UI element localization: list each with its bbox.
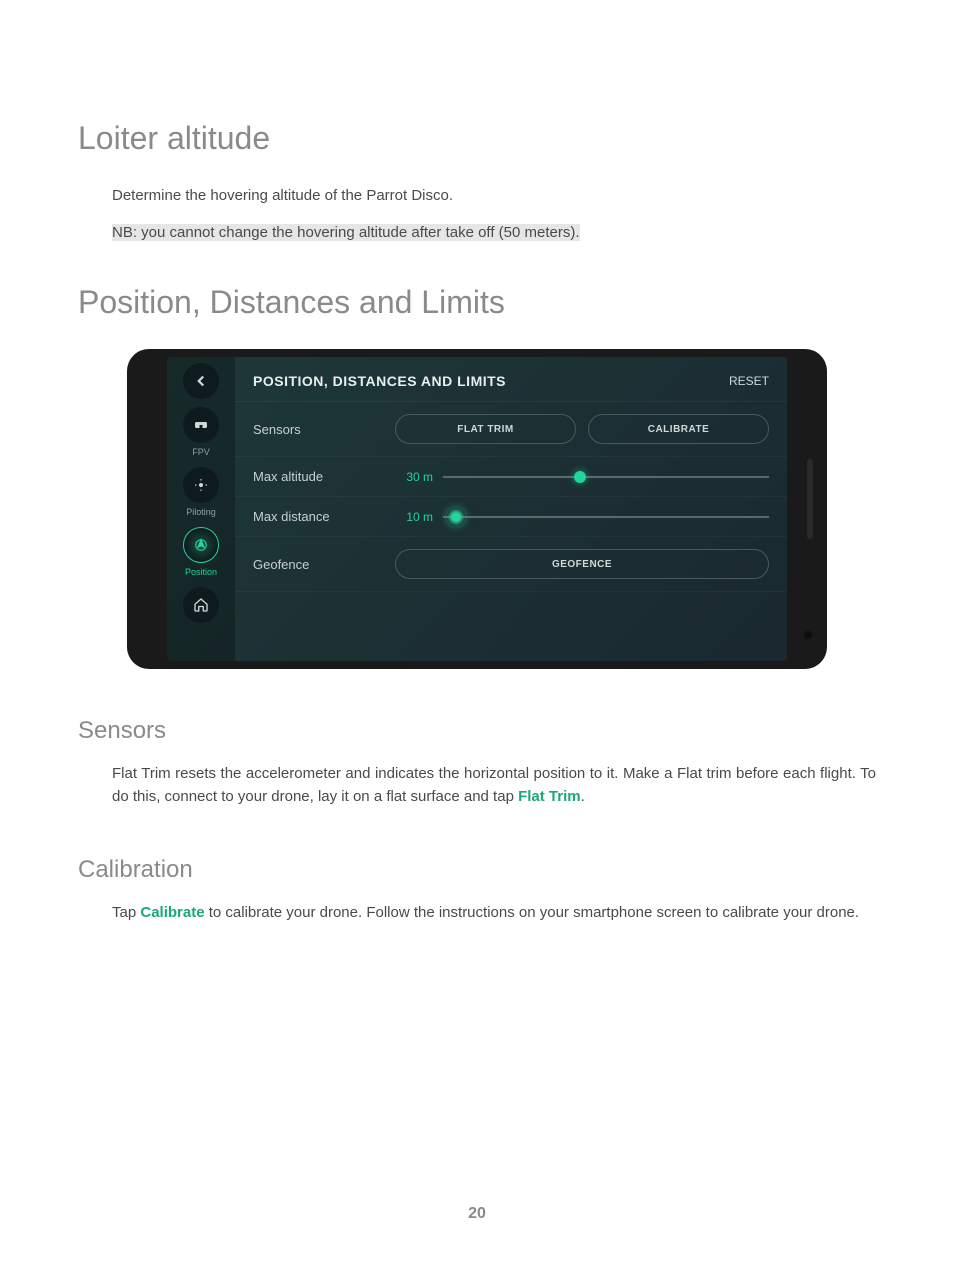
panel-header: POSITION, DISTANCES AND LIMITS RESET [235, 357, 787, 402]
calib-p1c: to calibrate your drone. Follow the inst… [205, 904, 860, 921]
phone-mockup: FPV Piloting Position POSITION, DISTANCE… [127, 349, 827, 669]
slider-thumb[interactable] [447, 508, 465, 526]
piloting-icon [192, 476, 210, 494]
loiter-p1: Determine the hovering altitude of the P… [112, 185, 876, 208]
geofence-label: Geofence [253, 557, 383, 572]
app-screen: FPV Piloting Position POSITION, DISTANCE… [167, 357, 787, 661]
sensors-p1c: . [581, 788, 585, 805]
flat-trim-ref: Flat Trim [518, 788, 581, 805]
max-altitude-label: Max altitude [253, 469, 383, 484]
page-number: 20 [78, 1205, 876, 1223]
reset-button[interactable]: RESET [729, 374, 769, 388]
calib-p1a: Tap [112, 904, 140, 921]
sensors-p1a: Flat Trim resets the accelerometer and i… [112, 765, 876, 805]
sensors-p1: Flat Trim resets the accelerometer and i… [112, 763, 876, 808]
slider-thumb[interactable] [574, 471, 586, 483]
nb-prefix: NB: [112, 224, 137, 241]
max-distance-value: 10 m [395, 510, 433, 524]
row-max-altitude: Max altitude 30 m [235, 457, 787, 497]
geofence-button[interactable]: GEOFENCE [395, 549, 769, 579]
max-distance-slider[interactable]: 10 m [395, 510, 769, 524]
loiter-p2: NB: you cannot change the hovering altit… [112, 222, 876, 245]
panel-title: POSITION, DISTANCES AND LIMITS [253, 373, 729, 389]
nav-home[interactable] [183, 587, 219, 623]
nav-position[interactable] [183, 527, 219, 563]
row-sensors-label: Sensors [253, 422, 383, 437]
calibrate-button[interactable]: CALIBRATE [588, 414, 769, 444]
nav-piloting-label: Piloting [186, 507, 216, 517]
main-panel: POSITION, DISTANCES AND LIMITS RESET Sen… [235, 357, 787, 661]
calibration-p1: Tap Calibrate to calibrate your drone. F… [112, 902, 876, 925]
nb-rest: you cannot change the hovering altitude … [137, 224, 580, 241]
position-icon [192, 536, 210, 554]
phone-camera [804, 631, 812, 639]
fpv-goggles-icon [192, 416, 210, 434]
row-geofence: Geofence GEOFENCE [235, 537, 787, 592]
nav-position-label: Position [185, 567, 217, 577]
nav-fpv-label: FPV [192, 447, 210, 457]
nav-sidebar: FPV Piloting Position [167, 357, 235, 661]
flat-trim-button[interactable]: FLAT TRIM [395, 414, 576, 444]
row-sensors: Sensors FLAT TRIM CALIBRATE [235, 402, 787, 457]
row-max-distance: Max distance 10 m [235, 497, 787, 537]
phone-speaker [807, 459, 813, 539]
max-altitude-slider[interactable]: 30 m [395, 470, 769, 484]
nav-fpv[interactable] [183, 407, 219, 443]
max-altitude-value: 30 m [395, 470, 433, 484]
slider-track [443, 516, 769, 518]
max-distance-label: Max distance [253, 509, 383, 524]
slider-track [443, 476, 769, 478]
calibrate-ref: Calibrate [140, 904, 204, 921]
heading-position: Position, Distances and Limits [78, 284, 876, 321]
heading-calibration: Calibration [78, 856, 876, 884]
nav-piloting[interactable] [183, 467, 219, 503]
chevron-left-icon [192, 372, 210, 390]
home-icon [192, 596, 210, 614]
heading-loiter: Loiter altitude [78, 120, 876, 157]
back-button[interactable] [183, 363, 219, 399]
heading-sensors: Sensors [78, 717, 876, 745]
